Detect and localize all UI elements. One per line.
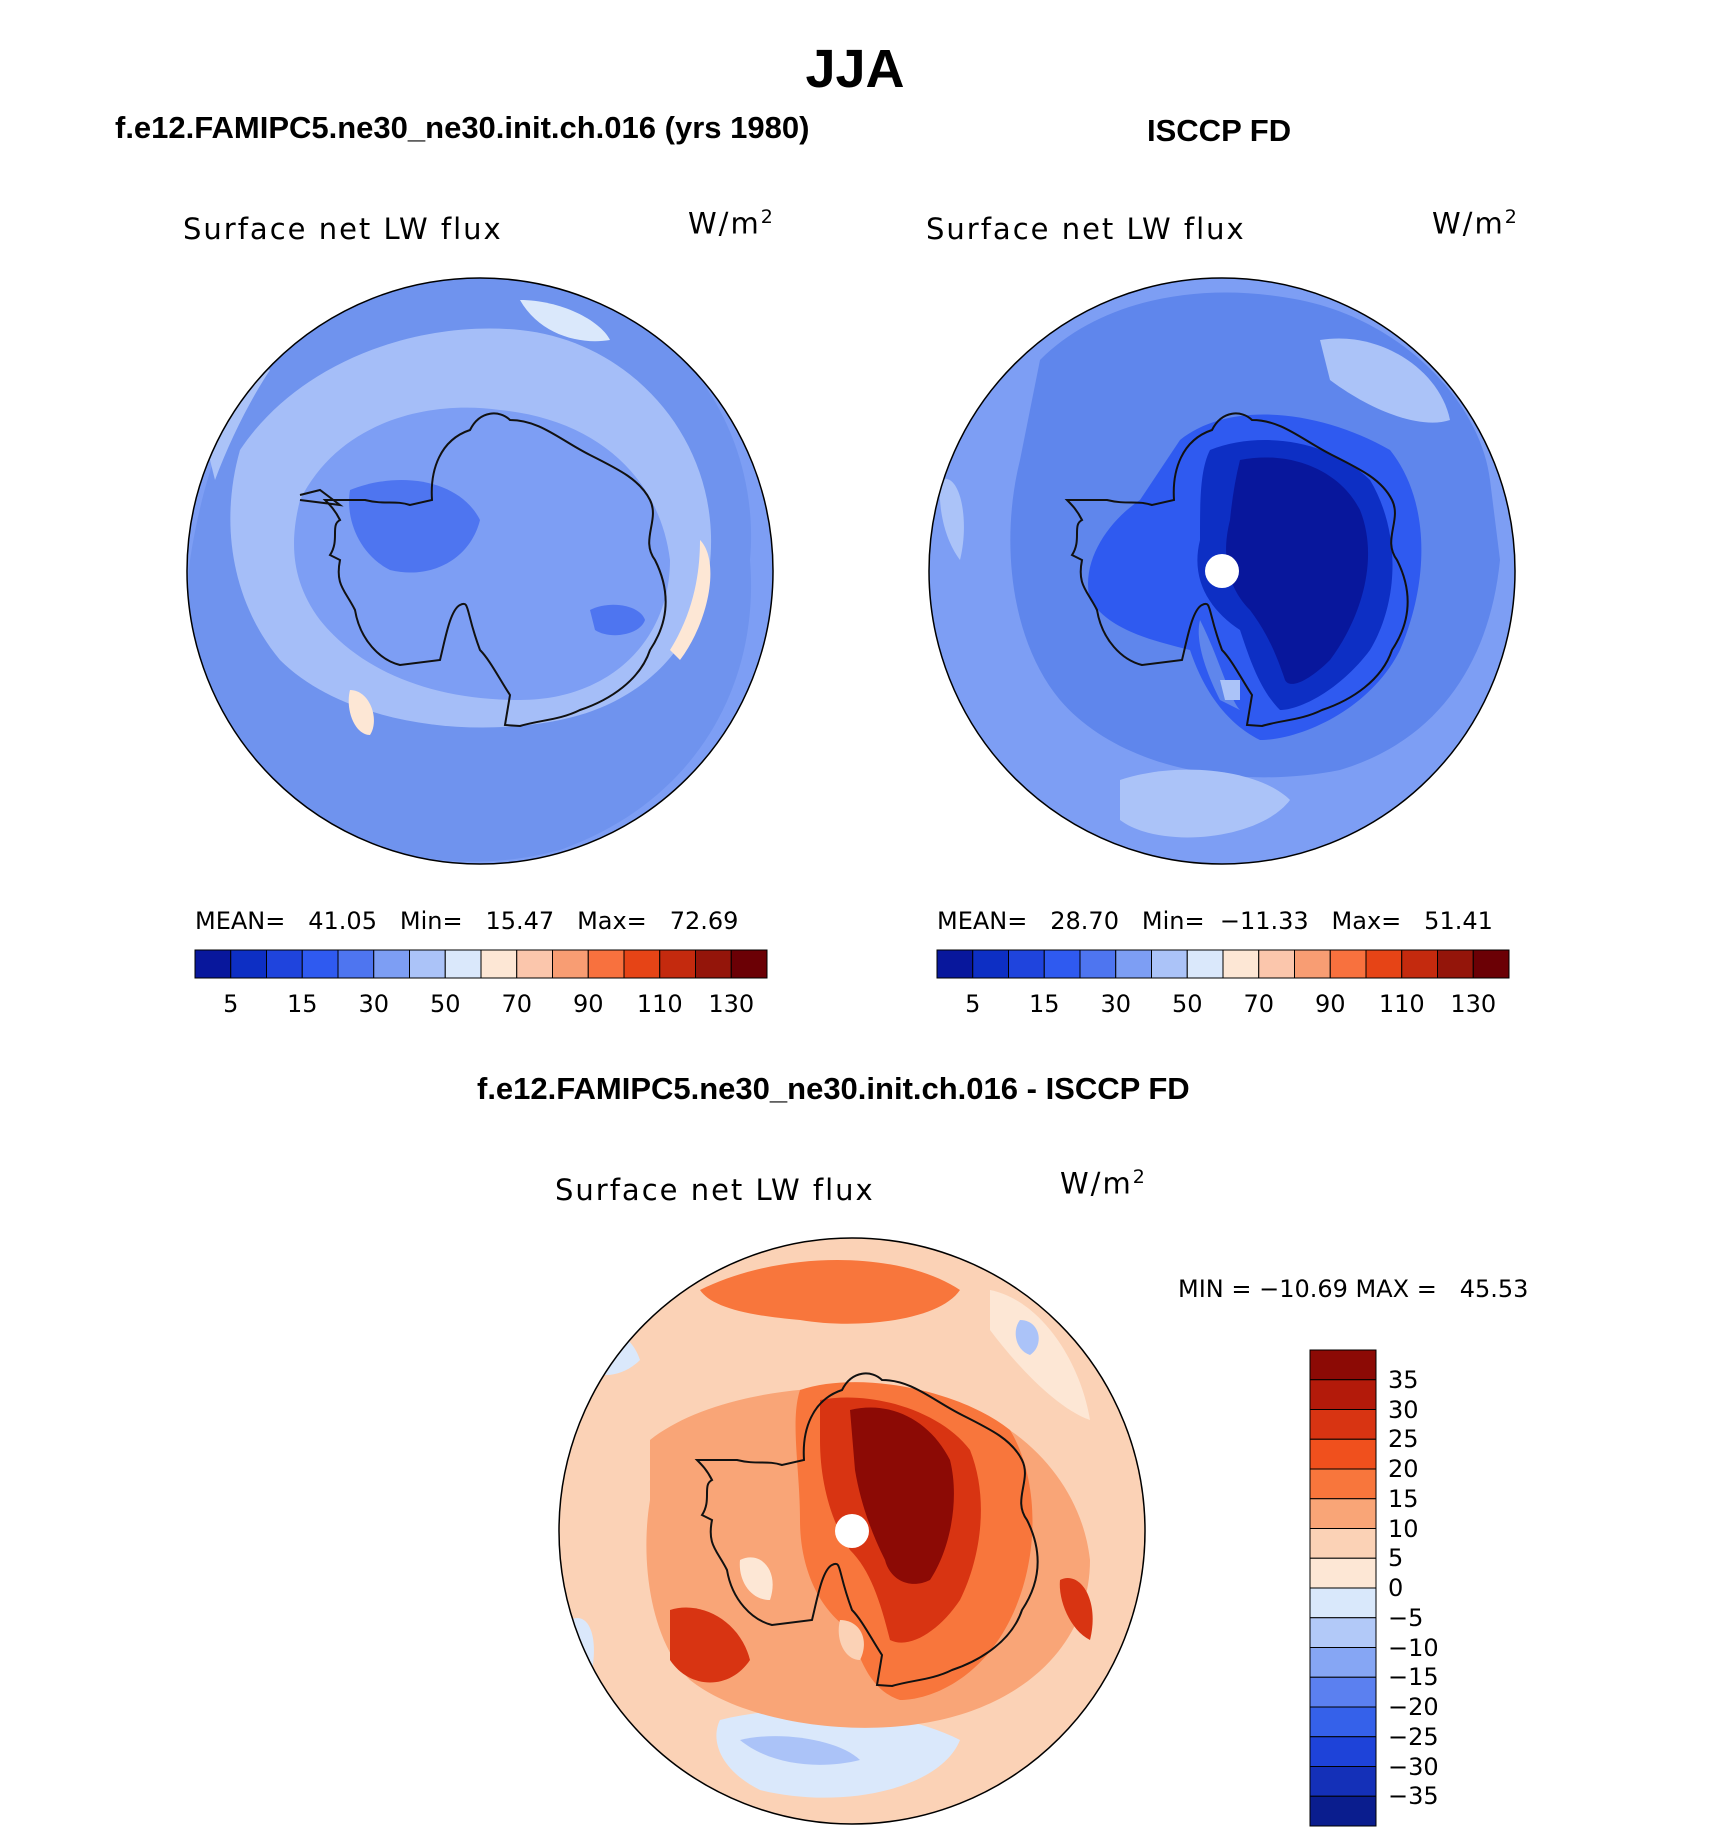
diff-colorbar-tick-label: 20 xyxy=(1388,1455,1419,1483)
obs-colorbar-box xyxy=(1294,949,1331,979)
diff-colorbar-box xyxy=(1309,1409,1377,1440)
model-colorbar-box xyxy=(409,949,446,979)
obs-colorbar-tick-label: 90 xyxy=(1314,990,1346,1018)
diff-colorbar-box xyxy=(1309,1349,1377,1381)
obs-units-label: W/m2 xyxy=(1432,206,1519,241)
obs-colorbar-tick-label: 50 xyxy=(1171,990,1203,1018)
model-colorbar-tick-label: 50 xyxy=(429,990,461,1018)
obs-colorbar-tick-label: 15 xyxy=(1028,990,1060,1018)
diff-colorbar-tick-label: 25 xyxy=(1388,1425,1419,1454)
diff-colorbar-tick-label: 0 xyxy=(1388,1574,1404,1602)
figure-title: JJA xyxy=(805,39,905,99)
obs-colorbar-labels: 5 15 30 50 70 90 110 130 xyxy=(937,990,1509,1020)
obs-colorbar-tick-label: 70 xyxy=(1243,990,1275,1018)
diff-colorbar-tick-label: −25 xyxy=(1388,1722,1439,1751)
diff-colorbar-labels: 35 30 25 20 15 10 5 0 −5 −10 −15 −20 −25 −30 −35 xyxy=(1388,1350,1468,1826)
diff-colorbar-box xyxy=(1309,1438,1377,1470)
diff-colorbar-tick-label: 35 xyxy=(1388,1365,1419,1394)
diff-minmax: MIN = −10.69 MAX = 45.53 xyxy=(1178,1275,1529,1303)
obs-colorbar-tick-label: 110 xyxy=(1378,990,1425,1018)
model-colorbar-tick-label: 70 xyxy=(501,990,533,1018)
diff-colorbar-tick-label: 15 xyxy=(1388,1484,1419,1513)
diff-colorbar-box xyxy=(1309,1676,1377,1708)
obs-colorbar-tick-label: 130 xyxy=(1450,990,1497,1018)
model-colorbar-box xyxy=(730,949,768,979)
model-colorbar-box xyxy=(194,949,232,979)
diff-colorbar-tick-label: −15 xyxy=(1388,1663,1439,1692)
diff-panel-title: f.e12.FAMIPC5.ne30_ne30.init.ch.016 - IS… xyxy=(477,1071,1190,1106)
obs-colorbar-box xyxy=(1258,949,1295,979)
model-colorbar-tick-label: 90 xyxy=(572,990,604,1018)
diff-colorbar-box xyxy=(1309,1795,1377,1827)
obs-colorbar-tick-label: 5 xyxy=(965,990,981,1018)
obs-colorbar-box xyxy=(1472,949,1510,979)
model-colorbar-tick-label: 130 xyxy=(708,990,755,1018)
obs-colorbar-box xyxy=(1008,949,1045,979)
model-units-label: W/m2 xyxy=(688,206,775,241)
diff-colorbar-box xyxy=(1309,1766,1377,1797)
obs-colorbar-box xyxy=(1186,949,1224,979)
diff-pole-marker xyxy=(835,1514,869,1548)
obs-colorbar-box xyxy=(1151,949,1188,979)
obs-colorbar-box xyxy=(936,949,974,979)
diff-colorbar-tick-label: −30 xyxy=(1388,1752,1439,1781)
diff-colorbar-box xyxy=(1309,1706,1377,1738)
model-colorbar-box xyxy=(659,949,696,979)
diff-colorbar-tick-label: −35 xyxy=(1388,1782,1439,1811)
obs-variable-label: Surface net LW flux xyxy=(926,212,1246,246)
model-colorbar-labels: 5 15 30 50 70 90 110 130 xyxy=(195,990,767,1020)
model-colorbar-tick-label: 30 xyxy=(358,990,390,1018)
diff-variable-label: Surface net LW flux xyxy=(555,1173,875,1207)
diff-colorbar-box xyxy=(1309,1468,1377,1500)
diff-colorbar xyxy=(1309,1349,1377,1827)
diff-colorbar-box xyxy=(1309,1557,1377,1589)
diff-colorbar-box xyxy=(1309,1647,1377,1678)
diff-colorbar-box xyxy=(1309,1736,1377,1767)
obs-colorbar-box xyxy=(1365,949,1403,979)
diff-colorbar-box xyxy=(1309,1528,1377,1559)
diff-colorbar-tick-label: −20 xyxy=(1388,1693,1439,1721)
obs-colorbar-tick-label: 30 xyxy=(1100,990,1132,1018)
model-panel-title: f.e12.FAMIPC5.ne30_ne30.init.ch.016 (yrs… xyxy=(115,110,810,145)
diff-colorbar-box xyxy=(1309,1617,1377,1648)
diff-colorbar-tick-label: 5 xyxy=(1388,1544,1404,1573)
model-colorbar-tick-label: 110 xyxy=(636,990,683,1018)
diff-colorbar-tick-label: 10 xyxy=(1388,1514,1419,1543)
diff-colorbar-tick-label: 30 xyxy=(1388,1395,1419,1424)
obs-pole-marker xyxy=(1205,554,1239,588)
diff-colorbar-box xyxy=(1309,1379,1377,1410)
model-colorbar-box xyxy=(301,949,339,979)
model-colorbar-tick-label: 5 xyxy=(223,990,239,1018)
obs-stats: MEAN= 28.70 Min= −11.33 Max= 51.41 xyxy=(937,907,1493,935)
obs-colorbar xyxy=(936,949,1510,979)
model-variable-label: Surface net LW flux xyxy=(183,212,503,246)
diff-colorbar-box xyxy=(1309,1587,1377,1619)
diff-units-label: W/m2 xyxy=(1060,1166,1147,1201)
model-colorbar xyxy=(194,949,768,979)
obs-colorbar-box xyxy=(1079,949,1117,979)
diff-colorbar-tick-label: −5 xyxy=(1388,1603,1424,1632)
model-stats: MEAN= 41.05 Min= 15.47 Max= 72.69 xyxy=(195,907,739,935)
model-colorbar-box xyxy=(266,949,303,979)
obs-panel-title: ISCCP FD xyxy=(1147,113,1292,148)
model-colorbar-tick-label: 15 xyxy=(286,990,318,1018)
model-colorbar-box xyxy=(230,949,267,979)
diff-colorbar-tick-label: −10 xyxy=(1388,1633,1439,1662)
obs-colorbar-box xyxy=(1329,949,1367,979)
model-colorbar-box xyxy=(444,949,482,979)
model-colorbar-box xyxy=(623,949,661,979)
diff-colorbar-box xyxy=(1309,1498,1377,1529)
